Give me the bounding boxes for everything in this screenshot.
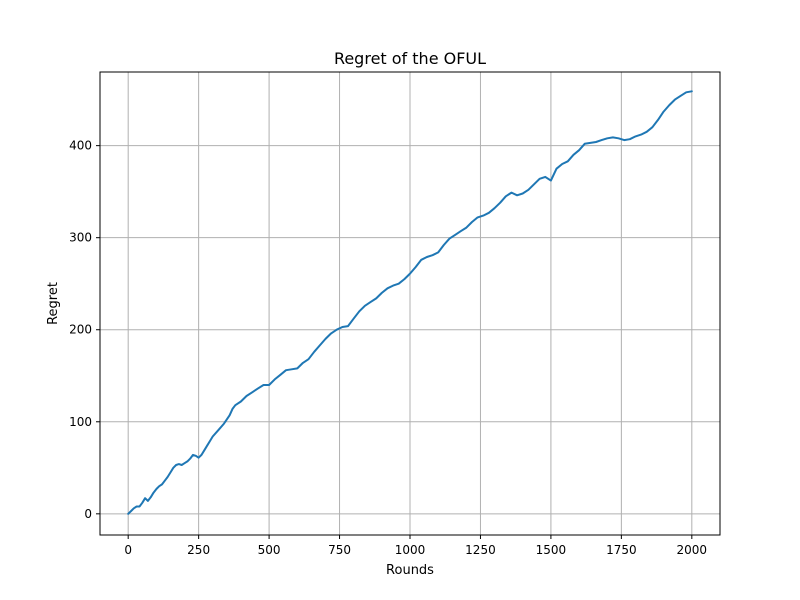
x-axis-label: Rounds	[386, 563, 434, 578]
grid-lines	[100, 72, 720, 535]
x-tick-label: 1500	[536, 543, 567, 557]
x-tick-label: 500	[258, 543, 281, 557]
x-axis-ticks: 0 250 500 750 1000 1250 1500 1750 2000	[124, 535, 707, 557]
y-tick-label: 300	[69, 231, 92, 245]
x-tick-label: 0	[124, 543, 132, 557]
x-tick-label: 750	[328, 543, 351, 557]
x-tick-label: 1250	[465, 543, 496, 557]
y-tick-label: 400	[69, 139, 92, 153]
x-tick-label: 1750	[606, 543, 637, 557]
chart-title: Regret of the OFUL	[334, 49, 486, 68]
series-layer	[127, 90, 693, 515]
y-tick-label: 200	[69, 323, 92, 337]
y-tick-label: 100	[69, 415, 92, 429]
y-axis-ticks: 0 100 200 300 400	[69, 139, 100, 521]
regret-series-line	[127, 90, 693, 515]
y-tick-label: 0	[84, 507, 92, 521]
x-tick-label: 1000	[395, 543, 426, 557]
y-axis-label: Regret	[46, 282, 61, 325]
x-tick-label: 2000	[677, 543, 708, 557]
x-tick-label: 250	[187, 543, 210, 557]
